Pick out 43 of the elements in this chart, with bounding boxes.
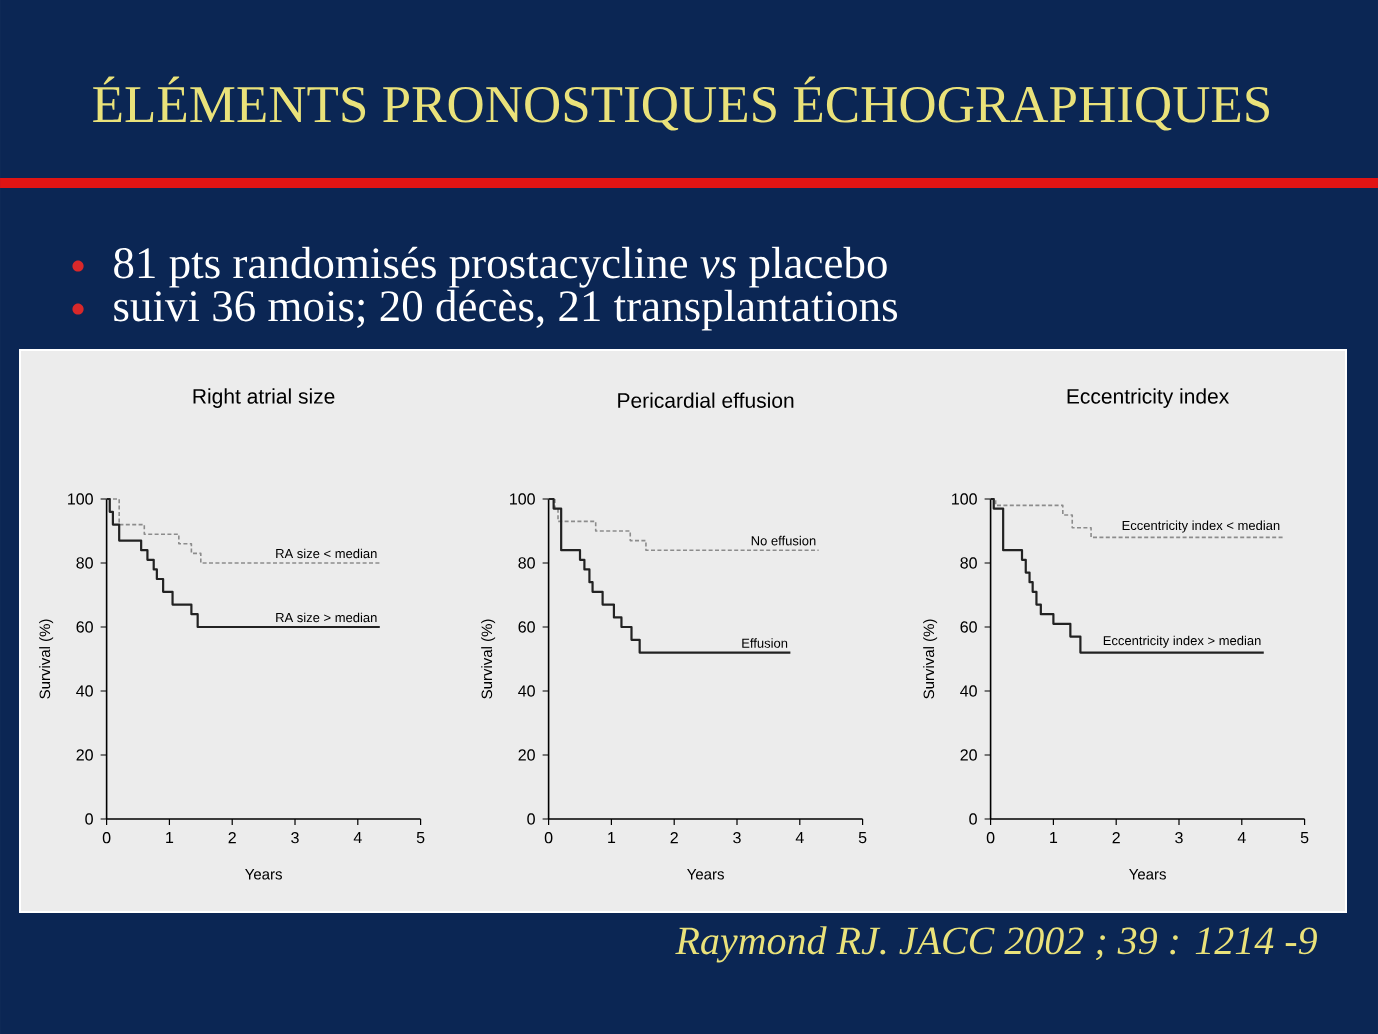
y-tick-label: 100 bbox=[68, 493, 93, 505]
x-tick-label: 3 bbox=[1175, 832, 1183, 844]
y-tick-label: 20 bbox=[76, 749, 93, 761]
chart-title: Pericardial effusion bbox=[618, 392, 794, 408]
x-tick-label: 4 bbox=[1237, 832, 1246, 844]
y-tick-label: 0 bbox=[527, 813, 535, 825]
y-tick-label: 20 bbox=[960, 749, 977, 761]
y-tick-label: 0 bbox=[969, 813, 977, 825]
y-tick-label: 80 bbox=[76, 557, 93, 569]
y-tick-label: 100 bbox=[952, 493, 977, 505]
x-tick-label: 0 bbox=[986, 832, 995, 844]
x-tick-label: 4 bbox=[353, 832, 362, 844]
y-tick-label: 100 bbox=[510, 493, 535, 505]
y-tick-label: 80 bbox=[518, 557, 535, 569]
x-tick-label: 5 bbox=[858, 832, 867, 844]
x-tick-label: 4 bbox=[795, 832, 804, 844]
text: ÉLÉMENTS PRONOSTIQUES ÉCHOGRAPHIQUES bbox=[93, 76, 1269, 131]
x-tick-label: 0 bbox=[102, 832, 111, 844]
y-tick-label: 60 bbox=[960, 621, 977, 633]
x-tick-label: 2 bbox=[670, 832, 678, 844]
y-tick-label: 60 bbox=[518, 621, 535, 633]
x-tick-label: 3 bbox=[291, 832, 299, 844]
y-tick-label: 40 bbox=[960, 685, 977, 697]
text: suivi 36 mois; 20 décès, 21 transplantations bbox=[114, 289, 898, 331]
x-tick-label: 2 bbox=[228, 832, 236, 844]
x-tick-label: 1 bbox=[166, 832, 174, 844]
x-tick-label: 3 bbox=[733, 832, 741, 844]
x-tick-label: 5 bbox=[416, 832, 425, 844]
y-tick-label: 40 bbox=[76, 685, 93, 697]
text: Raymond RJ. JACC 2002 ; 39 : 1214 -9 bbox=[675, 926, 1317, 963]
text: 81 pts randomisés prostacycline vs placebo bbox=[114, 246, 887, 288]
x-tick-label: 2 bbox=[1112, 832, 1120, 844]
y-tick-label: 80 bbox=[960, 557, 977, 569]
y-tick-label: 60 bbox=[76, 621, 93, 633]
y-tick-label: 0 bbox=[85, 813, 93, 825]
x-tick-label: 1 bbox=[1050, 832, 1058, 844]
y-tick-label: 40 bbox=[518, 685, 535, 697]
y-tick-label: 20 bbox=[518, 749, 535, 761]
x-tick-label: 5 bbox=[1300, 832, 1309, 844]
chart-title: Eccentricity index bbox=[1067, 388, 1230, 408]
x-tick-label: 0 bbox=[544, 832, 553, 844]
chart-title: Right atrial size bbox=[193, 388, 335, 408]
x-tick-label: 1 bbox=[608, 832, 616, 844]
